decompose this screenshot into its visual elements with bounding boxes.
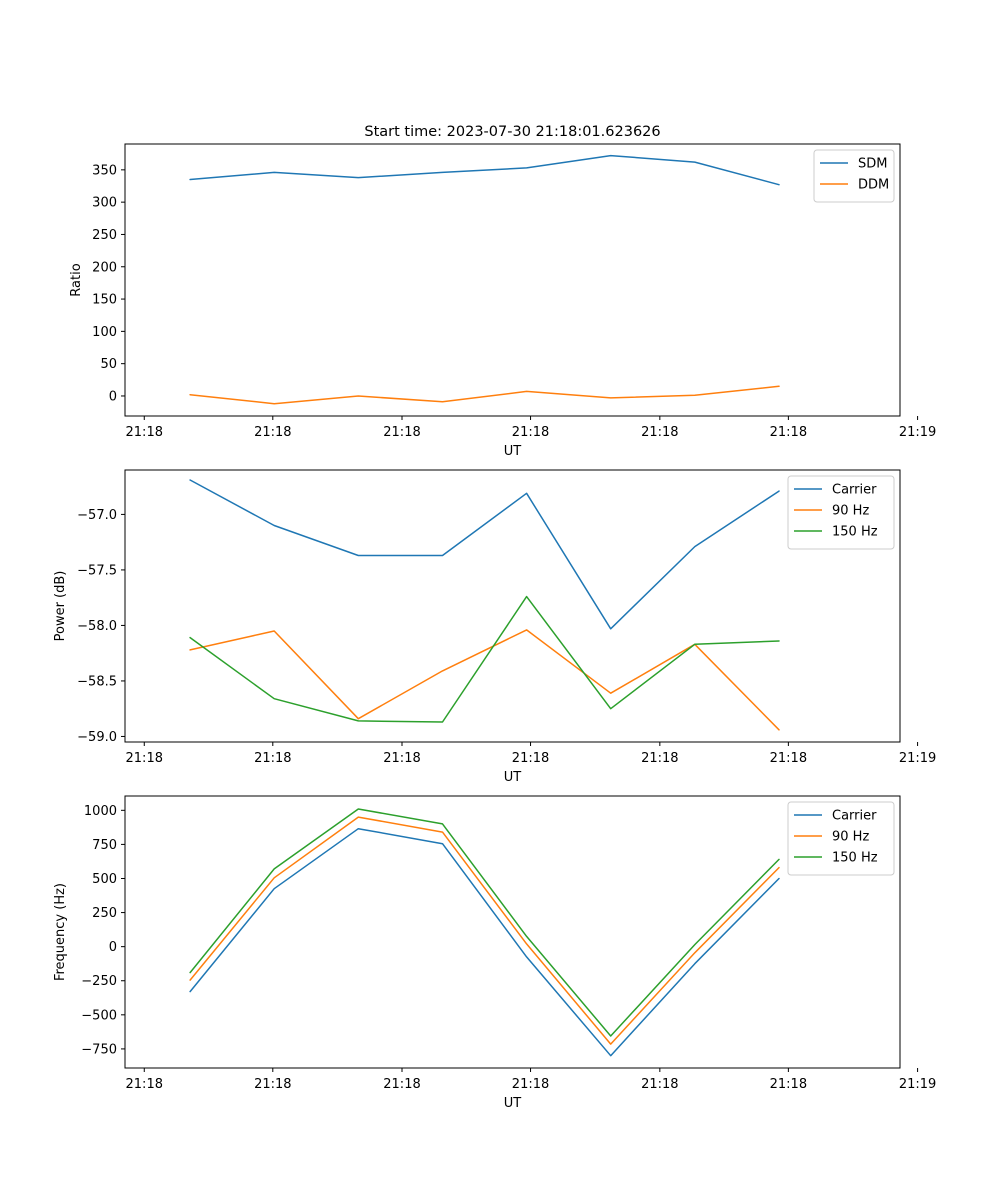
series-line-sdm bbox=[189, 154, 780, 186]
y-tick-label: 150 bbox=[92, 293, 117, 308]
series-line-150-hz bbox=[189, 808, 780, 1037]
y-tick-label: 0 bbox=[109, 389, 117, 404]
x-tick-label: 21:19 bbox=[899, 751, 936, 766]
series-line-150-hz bbox=[189, 595, 780, 723]
y-tick-label: −59.0 bbox=[77, 730, 117, 745]
y-tick-label: 350 bbox=[92, 163, 117, 178]
legend-label: 150 Hz bbox=[832, 525, 878, 540]
y-tick-label: 1000 bbox=[84, 804, 117, 819]
chart-title: Start time: 2023-07-30 21:18:01.623626 bbox=[364, 124, 660, 140]
series-line-ddm bbox=[189, 385, 780, 405]
y-tick-label: 750 bbox=[92, 838, 117, 853]
x-tick-label: 21:18 bbox=[770, 425, 807, 440]
legend-label: SDM bbox=[858, 157, 887, 172]
y-tick-label: −58.0 bbox=[77, 619, 117, 634]
x-tick-label: 21:18 bbox=[383, 751, 420, 766]
y-tick-label: 250 bbox=[92, 906, 117, 921]
y-axis-label: Ratio bbox=[69, 263, 84, 296]
x-tick-label: 21:18 bbox=[512, 1077, 549, 1092]
series-line-carrier bbox=[189, 827, 780, 1057]
axes-frame bbox=[124, 469, 901, 743]
x-tick-label: 21:18 bbox=[641, 425, 678, 440]
y-tick-label: −57.5 bbox=[77, 563, 117, 578]
y-tick-label: 250 bbox=[92, 228, 117, 243]
x-tick-label: 21:18 bbox=[512, 425, 549, 440]
y-axis-label: Frequency (Hz) bbox=[53, 883, 68, 981]
chart-panel: Start time: 2023-07-30 21:18:01.623626 21… bbox=[69, 124, 936, 459]
x-tick-label: 21:18 bbox=[383, 425, 420, 440]
x-tick-label: 21:19 bbox=[899, 1077, 936, 1092]
x-tick-label: 21:18 bbox=[512, 751, 549, 766]
x-tick-label: 21:18 bbox=[126, 751, 163, 766]
series-line-90-hz bbox=[189, 629, 780, 731]
y-tick-label: 200 bbox=[92, 260, 117, 275]
x-tick-label: 21:18 bbox=[254, 425, 291, 440]
x-tick-label: 21:18 bbox=[383, 1077, 420, 1092]
y-tick-label: 100 bbox=[92, 325, 117, 340]
legend: Carrier 90 Hz 150 Hz bbox=[787, 801, 895, 876]
x-tick-label: 21:18 bbox=[254, 1077, 291, 1092]
y-tick-label: −250 bbox=[81, 974, 117, 989]
legend-label: Carrier bbox=[832, 483, 877, 498]
legend-label: DDM bbox=[858, 178, 889, 193]
y-tick-label: 500 bbox=[92, 872, 117, 887]
y-tick-label: 0 bbox=[109, 940, 117, 955]
axes-frame bbox=[124, 143, 901, 417]
x-tick-label: 21:18 bbox=[126, 1077, 163, 1092]
y-axis-label: Power (dB) bbox=[53, 571, 68, 642]
legend-label: 90 Hz bbox=[832, 504, 869, 519]
y-tick-label: −58.5 bbox=[77, 674, 117, 689]
series-line-90-hz bbox=[189, 816, 780, 1045]
y-tick-label: −500 bbox=[81, 1008, 117, 1023]
x-axis-label: UT bbox=[504, 444, 522, 459]
x-tick-label: 21:18 bbox=[254, 751, 291, 766]
panels: Start time: 2023-07-30 21:18:01.623626 21… bbox=[53, 124, 936, 1111]
chart-panel: 21:18 21:18 21:18 21:18 21:18 21:18 21:19 −750 −… bbox=[53, 795, 936, 1111]
axes-frame bbox=[124, 795, 901, 1069]
y-tick-label: −750 bbox=[81, 1042, 117, 1057]
legend-label: Carrier bbox=[832, 809, 877, 824]
x-axis-label: UT bbox=[504, 770, 522, 785]
legend: Carrier 90 Hz 150 Hz bbox=[787, 475, 895, 550]
series-line-carrier bbox=[189, 479, 780, 630]
x-tick-label: 21:18 bbox=[770, 751, 807, 766]
x-tick-label: 21:18 bbox=[641, 1077, 678, 1092]
x-tick-label: 21:18 bbox=[641, 751, 678, 766]
x-tick-label: 21:18 bbox=[770, 1077, 807, 1092]
x-tick-label: 21:18 bbox=[126, 425, 163, 440]
y-tick-label: 50 bbox=[100, 357, 117, 372]
legend-label: 90 Hz bbox=[832, 830, 869, 845]
x-axis-label: UT bbox=[504, 1096, 522, 1111]
legend: SDM DDM bbox=[813, 149, 895, 203]
legend-label: 150 Hz bbox=[832, 851, 878, 866]
y-tick-label: −57.0 bbox=[77, 508, 117, 523]
x-tick-label: 21:19 bbox=[899, 425, 936, 440]
chart-panel: 21:18 21:18 21:18 21:18 21:18 21:18 21:19 −59.0… bbox=[53, 469, 936, 785]
y-tick-label: 300 bbox=[92, 196, 117, 211]
